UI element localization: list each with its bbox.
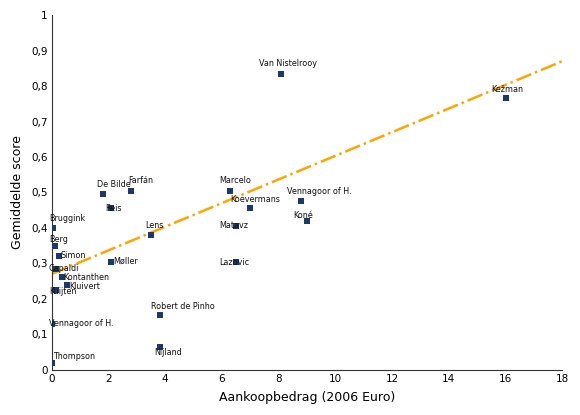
Text: Lazovic: Lazovic (219, 258, 249, 267)
Point (50, 242, 59, 249)
Text: Robert de Pinho: Robert de Pinho (151, 302, 215, 311)
Point (57, 273, 66, 280)
Text: Vennagoor of H.: Vennagoor of H. (49, 319, 113, 328)
Text: Farfán: Farfán (128, 176, 153, 186)
Text: Kežman: Kežman (491, 85, 523, 94)
Point (155, 343, 164, 350)
Text: Matavz: Matavz (219, 221, 248, 230)
X-axis label: Aankoopbedrag (2006 Euro): Aankoopbedrag (2006 Euro) (219, 391, 395, 404)
Point (501, 95, 510, 102)
Y-axis label: Gemiddelde score: Gemiddelde score (11, 136, 24, 249)
Point (98, 191, 107, 198)
Point (155, 312, 164, 318)
Text: Kluivert: Kluivert (69, 282, 100, 291)
Text: Nijland: Nijland (154, 349, 182, 357)
Text: Reis: Reis (106, 203, 122, 212)
Point (245, 205, 255, 212)
Point (146, 232, 155, 238)
Point (107, 205, 116, 212)
Point (52, 287, 61, 293)
Text: Berg: Berg (49, 234, 68, 244)
Text: Van Nistelrooy: Van Nistelrooy (259, 59, 317, 68)
Text: De Bilde: De Bilde (97, 180, 131, 189)
Point (63, 282, 72, 289)
Point (54, 253, 63, 260)
Point (52, 265, 61, 272)
Text: Kontanthen: Kontanthen (64, 273, 110, 282)
Text: Koné: Koné (293, 211, 313, 220)
Text: Marcelo: Marcelo (219, 176, 251, 186)
Text: Simon: Simon (61, 251, 86, 260)
Text: Capaldi: Capaldi (49, 264, 79, 273)
Point (49, 225, 58, 231)
Point (47, 359, 56, 366)
Point (302, 217, 311, 224)
Text: Kuijten: Kuijten (49, 286, 76, 295)
Text: Bruggink: Bruggink (49, 214, 85, 222)
Point (126, 187, 136, 194)
Text: Thompson: Thompson (53, 352, 95, 361)
Point (47, 320, 56, 327)
Point (297, 198, 306, 205)
Point (277, 70, 286, 77)
Point (107, 258, 116, 265)
Point (226, 187, 235, 194)
Point (231, 258, 241, 265)
Text: Møller: Møller (114, 257, 138, 266)
Text: Koevermans: Koevermans (230, 195, 280, 204)
Point (231, 223, 241, 229)
Text: Vennagoor of H.: Vennagoor of H. (287, 187, 351, 196)
Text: Lens: Lens (146, 221, 164, 230)
